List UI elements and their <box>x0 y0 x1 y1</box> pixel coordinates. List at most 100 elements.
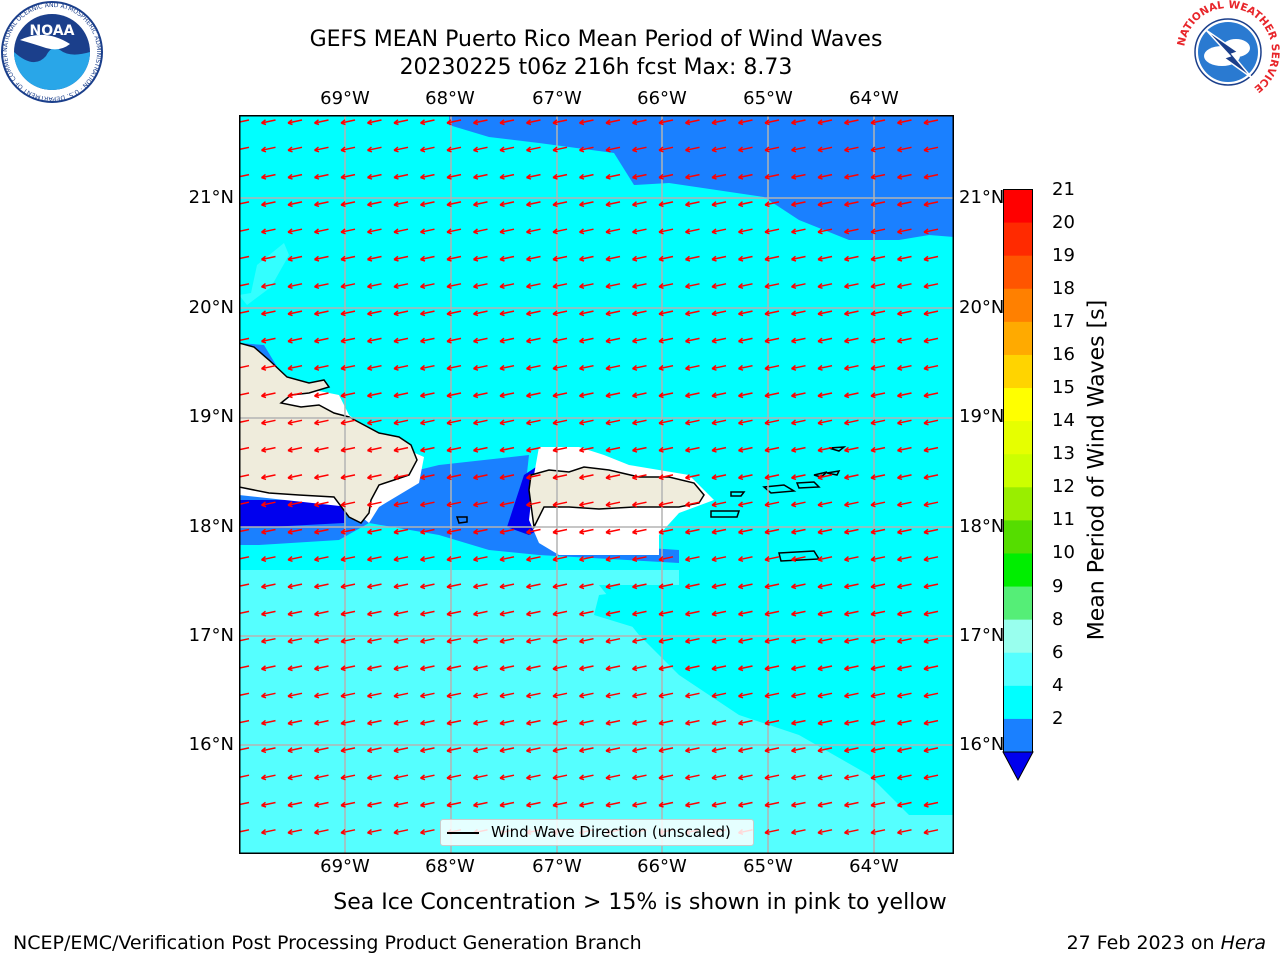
wind-wave-arrow <box>367 119 382 126</box>
wind-wave-arrow <box>420 310 435 317</box>
wind-wave-arrow <box>340 774 356 781</box>
wind-wave-arrow <box>393 474 409 481</box>
wind-wave-arrow <box>420 392 435 399</box>
wind-wave-arrow <box>658 528 674 535</box>
wind-wave-arrow <box>314 719 329 726</box>
wind-wave-arrow <box>526 446 541 453</box>
wind-wave-arrow <box>685 528 700 535</box>
vieques-island <box>710 510 741 518</box>
wind-wave-arrow <box>473 747 488 754</box>
tortola-island <box>813 471 828 478</box>
wind-wave-arrow <box>711 719 727 726</box>
wind-wave-arrow <box>473 610 488 617</box>
wind-wave-arrow <box>261 337 276 344</box>
y-tick-right-21n: 21°N <box>959 187 1005 208</box>
wind-wave-arrow <box>526 255 541 262</box>
wind-wave-arrow <box>239 501 250 508</box>
wind-wave-arrow <box>764 501 780 508</box>
y-tick-right-18n: 18°N <box>959 516 1005 537</box>
wind-wave-arrow <box>287 692 303 699</box>
wind-wave-arrow <box>870 201 886 208</box>
wind-wave-arrow <box>287 665 303 672</box>
wind-wave-arrow <box>791 665 806 672</box>
wind-wave-arrow <box>239 774 250 781</box>
wind-wave-arrow <box>526 392 541 399</box>
wind-wave-arrow <box>923 583 939 590</box>
wind-wave-arrow <box>340 829 356 836</box>
wind-wave-arrow <box>579 146 594 153</box>
wind-wave-arrow <box>420 119 435 126</box>
footer-date: 27 Feb 2023 on Hera <box>1067 932 1266 954</box>
wind-wave-arrow <box>605 146 621 153</box>
wind-wave-arrow <box>923 665 939 672</box>
wind-wave-arrow <box>817 283 833 290</box>
wind-wave-arrow <box>393 637 409 644</box>
wind-wave-arrow <box>420 364 435 371</box>
wind-wave-arrow <box>870 692 886 699</box>
wind-wave-arrow <box>552 337 568 344</box>
legend-line-sample <box>447 832 479 834</box>
wind-wave-arrow <box>685 801 700 808</box>
wind-wave-arrow <box>579 637 594 644</box>
wind-wave-arrow <box>764 774 780 781</box>
wind-wave-arrow <box>764 146 780 153</box>
wind-wave-arrow <box>791 692 806 699</box>
wind-wave-arrow <box>791 173 806 180</box>
wind-wave-arrow <box>711 337 727 344</box>
wind-wave-arrow <box>446 201 462 208</box>
wind-wave-arrow <box>314 255 329 262</box>
wind-wave-arrow <box>844 801 859 808</box>
wind-wave-arrow <box>711 392 727 399</box>
wind-wave-arrow <box>499 310 515 317</box>
wind-wave-arrow <box>340 583 356 590</box>
wind-wave-arrow <box>791 801 806 808</box>
wind-wave-arrow <box>605 528 621 535</box>
wind-wave-arrow <box>526 801 541 808</box>
wind-wave-arrow <box>287 610 303 617</box>
wind-wave-arrow <box>393 501 409 508</box>
wind-wave-arrow <box>473 501 488 508</box>
wind-wave-arrow <box>393 392 409 399</box>
wind-wave-arrow <box>287 556 303 563</box>
wind-wave-arrow <box>897 556 912 563</box>
wind-wave-arrow <box>844 228 859 235</box>
wind-wave-arrow <box>658 146 674 153</box>
wind-wave-arrow <box>239 719 250 726</box>
y-tick-right-20n: 20°N <box>959 297 1005 318</box>
wind-wave-arrow <box>261 747 276 754</box>
wind-wave-arrow <box>526 747 541 754</box>
wind-wave-arrow <box>897 337 912 344</box>
wind-wave-arrow <box>526 474 541 481</box>
wind-wave-arrow <box>632 610 647 617</box>
colorbar-band <box>1003 288 1033 323</box>
wind-wave-arrow <box>526 692 541 699</box>
wind-wave-arrow <box>314 665 329 672</box>
wind-wave-arrow <box>632 364 647 371</box>
wind-wave-arrow <box>552 310 568 317</box>
wind-wave-arrow <box>605 719 621 726</box>
wind-wave-arrow <box>393 665 409 672</box>
wind-wave-arrow <box>791 610 806 617</box>
colorbar-under-triangle <box>1002 751 1034 782</box>
wind-wave-arrow <box>658 747 674 754</box>
wind-wave-arrow <box>897 119 912 126</box>
wind-wave-arrow <box>552 583 568 590</box>
wind-wave-arrow <box>897 201 912 208</box>
wind-wave-arrow <box>632 337 647 344</box>
colorbar-tick-label: 15 <box>1052 377 1075 399</box>
period-2-4-north-region <box>449 115 954 240</box>
colorbar-band <box>1003 421 1033 455</box>
arrow-legend: Wind Wave Direction (unscaled) <box>440 819 754 846</box>
wind-wave-arrow <box>738 337 753 344</box>
wind-wave-arrow <box>393 364 409 371</box>
wind-wave-arrow <box>420 637 435 644</box>
wind-wave-arrow <box>632 774 647 781</box>
wind-wave-arrow <box>632 801 647 808</box>
wind-wave-arrow <box>526 610 541 617</box>
graticule <box>239 115 954 854</box>
wind-wave-arrow <box>817 337 833 344</box>
wind-wave-arrow <box>473 146 488 153</box>
wind-wave-arrow <box>632 665 647 672</box>
wind-wave-arrow <box>791 228 806 235</box>
colorbar-tick-label: 21 <box>1052 178 1075 200</box>
